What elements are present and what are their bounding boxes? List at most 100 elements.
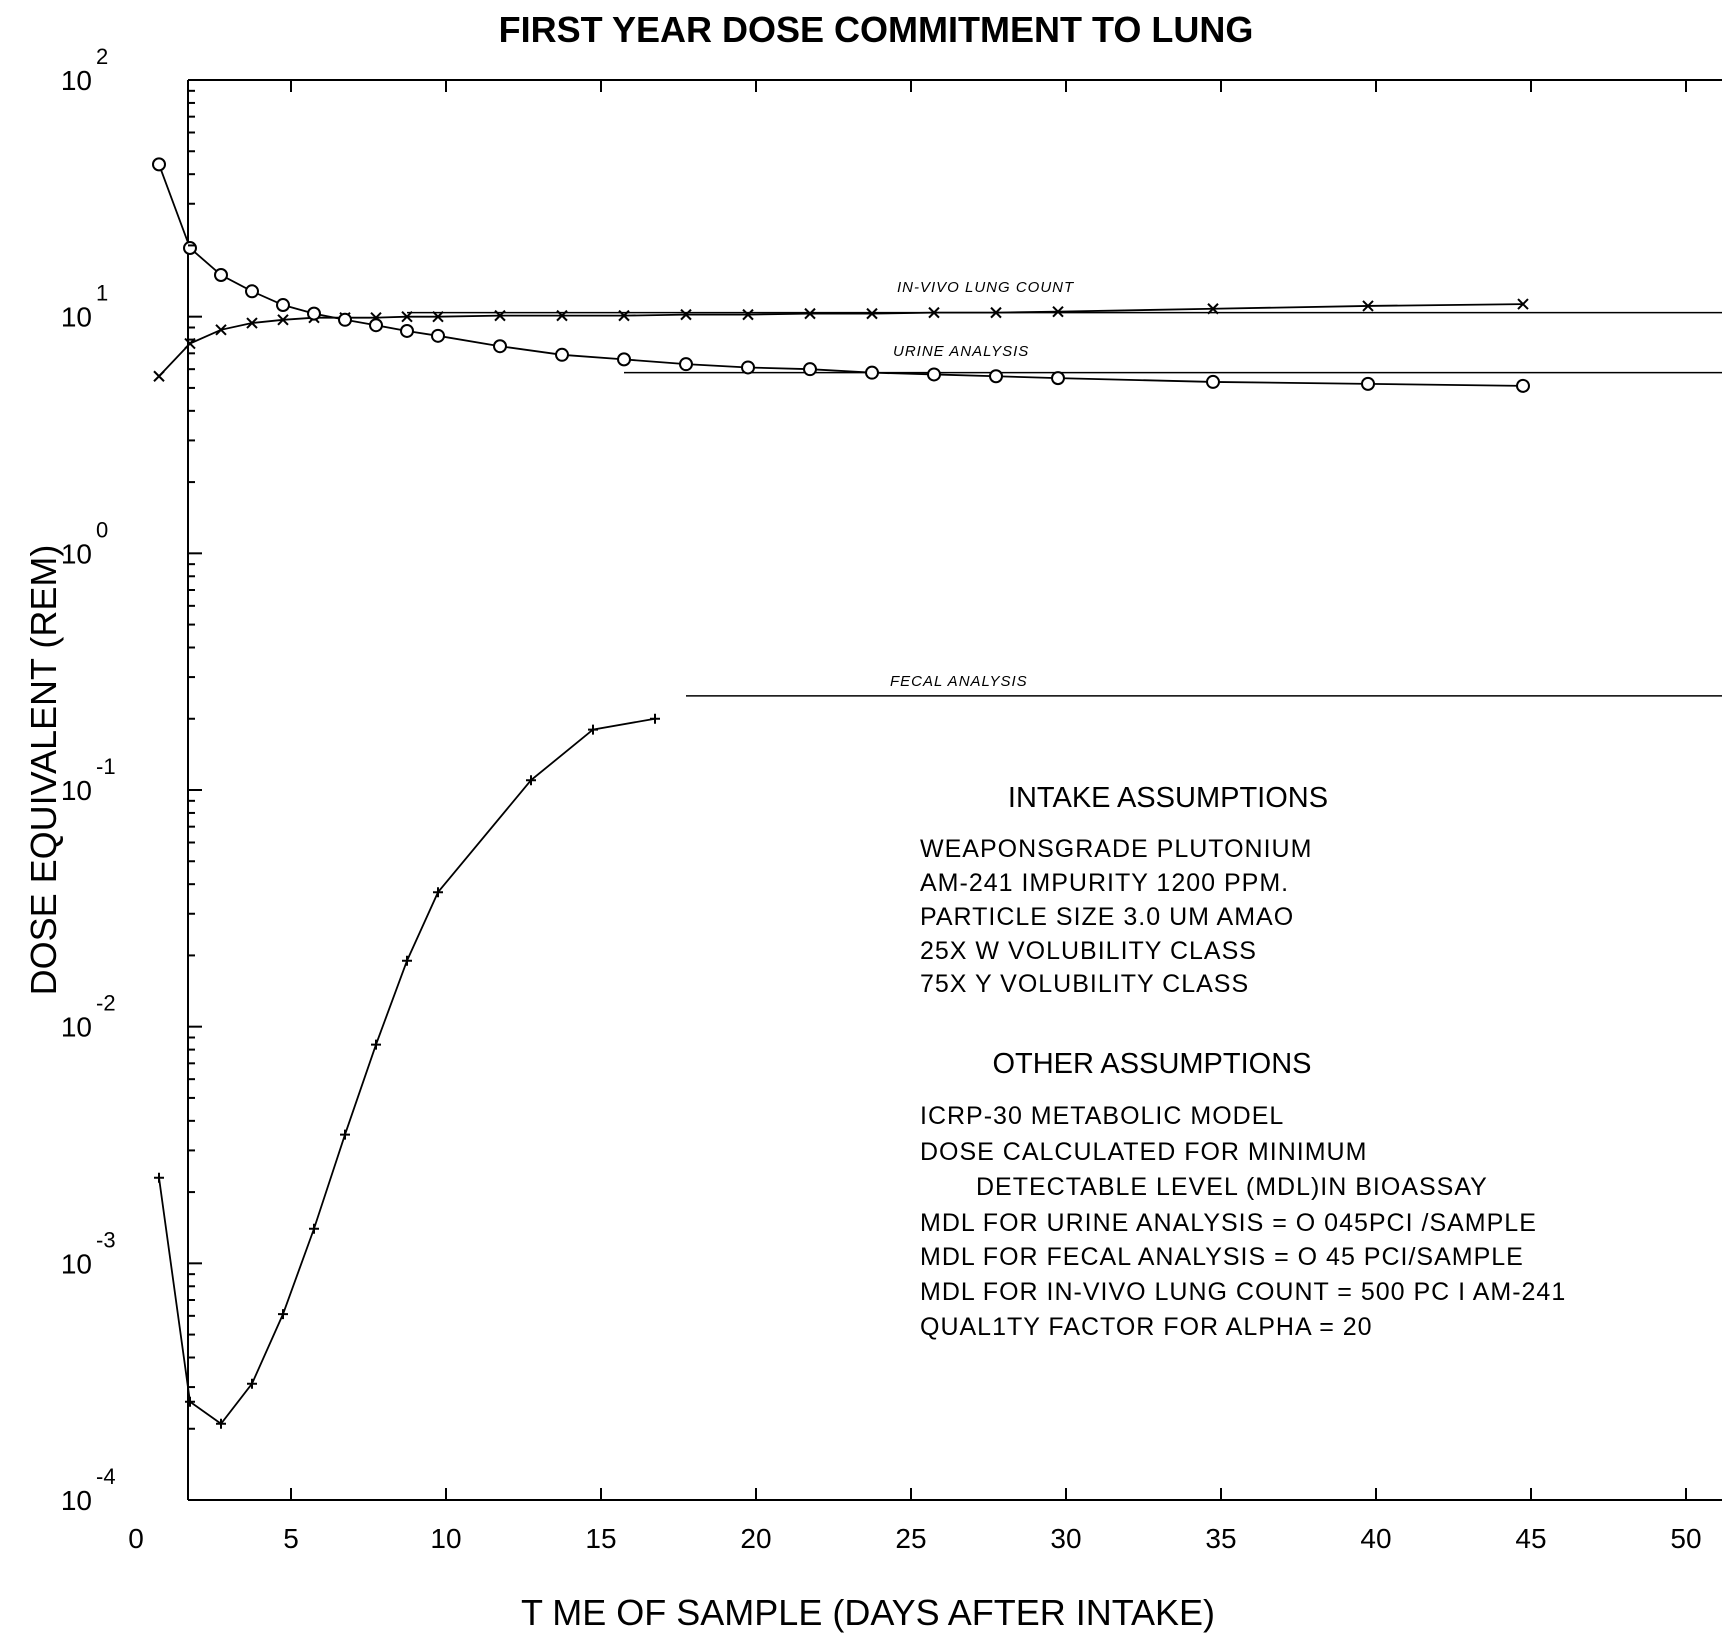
chart-title: FIRST YEAR DOSE COMMITMENT TO LUNG	[499, 9, 1254, 50]
series-line	[158, 164, 1524, 387]
data-point	[617, 352, 631, 367]
data-point	[433, 887, 443, 898]
x-tick-label: 0	[128, 1523, 144, 1554]
data-point	[1362, 300, 1374, 312]
data-point	[340, 1129, 350, 1140]
y-tick-label: 10	[61, 1012, 92, 1043]
series-label: FECAL ANALYSIS	[890, 673, 1028, 690]
data-point	[618, 309, 630, 322]
data-point	[1516, 378, 1530, 393]
data-point	[680, 308, 692, 321]
data-point	[183, 241, 197, 256]
series-labels: IN-VIVO LUNG COUNT URINE ANALYSIS FECAL AN…	[890, 279, 1075, 690]
data-point	[556, 309, 568, 322]
y-tick-exponent: -3	[96, 1227, 116, 1252]
series-label: IN-VIVO LUNG COUNT	[897, 279, 1075, 296]
other-line: DETECTABLE LEVEL (MDL)IN BIOASSAY	[976, 1173, 1488, 1201]
data-point	[278, 1309, 288, 1320]
y-tick-label: 10	[61, 302, 92, 333]
mdl-lines	[407, 311, 1722, 697]
x-tick-label: 45	[1515, 1523, 1546, 1554]
x-tick-label: 50	[1670, 1523, 1701, 1554]
other-assumptions: OTHER ASSUMPTIONS ICRP-30 METABOLIC MODE…	[920, 1048, 1566, 1341]
data-point	[555, 347, 569, 362]
data-point	[928, 306, 940, 319]
data-point	[804, 307, 816, 320]
data-point	[431, 328, 445, 343]
data-point	[246, 317, 258, 329]
data-point	[927, 367, 941, 382]
data-point	[493, 339, 507, 354]
other-line: MDL FOR URINE ANALYSIS = O 045PCI /SAMPL…	[920, 1209, 1537, 1237]
other-line: MDL FOR FECAL ANALYSIS = O 45 PCI/SAMPLE	[920, 1243, 1524, 1271]
x-tick-label: 40	[1360, 1523, 1391, 1554]
data-point	[214, 267, 228, 282]
data-point	[1052, 305, 1064, 318]
data-point	[402, 955, 412, 966]
data-point	[185, 1396, 195, 1407]
y-tick-exponent: 2	[96, 44, 108, 69]
y-axis-title: DOSE EQUIVALENT (REM)	[23, 545, 64, 996]
y-tick-label: 10	[61, 538, 92, 569]
data-point	[276, 298, 290, 313]
data-point	[588, 724, 598, 735]
data-point	[215, 324, 227, 336]
y-tick-exponent: -2	[96, 991, 116, 1016]
data-point	[369, 318, 383, 333]
y-tick-exponent: -4	[96, 1464, 116, 1489]
y-tick-exponent: -1	[96, 754, 116, 779]
other-line: ICRP-30 METABOLIC MODEL	[920, 1102, 1284, 1130]
intake-line: 75X Y VOLUBILITY CLASS	[920, 970, 1249, 998]
data-point	[866, 307, 878, 320]
data-point	[338, 312, 352, 327]
other-line: DOSE CALCULATED FOR MINIMUM	[920, 1138, 1367, 1166]
y-tick-label: 10	[61, 775, 92, 806]
y-tick-label: 10	[61, 1248, 92, 1279]
x-tick-label: 10	[430, 1523, 461, 1554]
intake-assumptions: INTAKE ASSUMPTIONS WEAPONSGRADE PLUTONIU…	[920, 782, 1328, 998]
x-tick-label: 5	[283, 1523, 299, 1554]
series-line	[158, 717, 656, 1425]
data-point	[371, 1039, 381, 1050]
y-tick-label: 10	[61, 65, 92, 96]
data-point	[741, 360, 755, 375]
other-line: MDL FOR IN-VIVO LUNG COUNT = 500 PC I AM…	[920, 1278, 1566, 1306]
x-tick-label: 30	[1050, 1523, 1081, 1554]
x-axis: 0 5 10 15 20 25 30 35 40 45 50	[128, 80, 1702, 1554]
intake-line: PARTICLE SIZE 3.0 UM AMAO	[920, 903, 1294, 931]
data-point	[494, 309, 506, 322]
data-point	[989, 369, 1003, 384]
data-point	[432, 310, 444, 323]
data-point	[216, 1418, 226, 1429]
data-point	[400, 323, 414, 338]
series-layer	[152, 157, 1530, 1429]
data-point	[1051, 371, 1065, 386]
data-point	[650, 713, 660, 724]
other-heading: OTHER ASSUMPTIONS	[992, 1048, 1311, 1080]
data-point	[1517, 298, 1529, 310]
y-tick-exponent: 0	[96, 517, 108, 542]
data-point	[1361, 376, 1375, 391]
data-point	[154, 1172, 164, 1183]
x-tick-label: 25	[895, 1523, 926, 1554]
series-label: URINE ANALYSIS	[893, 343, 1029, 360]
intake-line: WEAPONSGRADE PLUTONIUM	[920, 835, 1312, 863]
data-point	[990, 306, 1002, 319]
data-point	[152, 157, 166, 172]
series-line	[158, 303, 1524, 377]
intake-line: 25X W VOLUBILITY CLASS	[920, 937, 1257, 965]
data-point	[742, 308, 754, 321]
data-point	[526, 775, 536, 786]
x-tick-label: 15	[585, 1523, 616, 1554]
y-tick-label: 10	[61, 1485, 92, 1516]
data-point	[401, 310, 413, 323]
data-point	[1207, 303, 1219, 315]
data-point	[245, 284, 259, 299]
x-tick-label: 20	[740, 1523, 771, 1554]
y-tick-exponent: 1	[96, 281, 108, 306]
data-point	[865, 365, 879, 380]
data-point	[803, 362, 817, 377]
data-point	[153, 370, 165, 382]
